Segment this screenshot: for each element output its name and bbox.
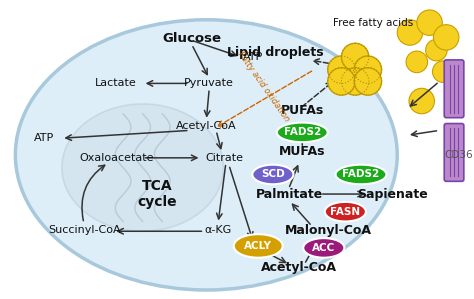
Text: Oxaloacetate: Oxaloacetate	[79, 153, 154, 163]
Ellipse shape	[15, 20, 397, 290]
Text: α-KG: α-KG	[204, 225, 232, 235]
Text: TCA
cycle: TCA cycle	[137, 179, 177, 209]
Circle shape	[406, 51, 428, 73]
Circle shape	[328, 68, 355, 95]
Text: Glucose: Glucose	[162, 32, 221, 45]
Text: Acetyl-CoA: Acetyl-CoA	[261, 261, 337, 274]
Circle shape	[354, 56, 382, 83]
Text: FADS2: FADS2	[342, 170, 380, 179]
Text: Malonyl-CoA: Malonyl-CoA	[285, 224, 372, 237]
Ellipse shape	[252, 165, 293, 184]
Ellipse shape	[325, 202, 366, 222]
Text: Sapienate: Sapienate	[357, 187, 428, 201]
Circle shape	[417, 10, 442, 36]
FancyBboxPatch shape	[444, 60, 464, 118]
Circle shape	[432, 61, 454, 83]
Text: Succinyl-CoA: Succinyl-CoA	[49, 225, 121, 235]
Circle shape	[409, 88, 435, 114]
Ellipse shape	[336, 165, 386, 184]
Text: ACLY: ACLY	[244, 241, 272, 251]
Circle shape	[341, 43, 369, 71]
Text: PUFAs: PUFAs	[281, 104, 324, 117]
Text: FASN: FASN	[330, 207, 360, 217]
Text: Lipid droplets: Lipid droplets	[227, 45, 323, 59]
Circle shape	[397, 20, 423, 45]
Text: Acetyl-CoA: Acetyl-CoA	[176, 120, 237, 130]
Text: Citrate: Citrate	[205, 153, 243, 163]
Ellipse shape	[277, 123, 328, 142]
Ellipse shape	[234, 234, 283, 258]
Circle shape	[354, 68, 382, 95]
Text: MUFAs: MUFAs	[279, 145, 326, 158]
Circle shape	[433, 25, 459, 50]
Text: SCD: SCD	[261, 170, 285, 179]
Text: ATP: ATP	[34, 133, 54, 143]
Text: ATP: ATP	[243, 52, 264, 62]
FancyBboxPatch shape	[444, 123, 464, 181]
Text: Pyruvate: Pyruvate	[184, 78, 234, 89]
Text: FADS2: FADS2	[283, 127, 321, 137]
Text: CD36: CD36	[445, 150, 473, 160]
Text: Lactate: Lactate	[94, 78, 136, 89]
Circle shape	[426, 39, 447, 61]
Circle shape	[341, 68, 369, 95]
Text: ACC: ACC	[312, 243, 336, 253]
Circle shape	[328, 56, 355, 83]
Text: Palmitate: Palmitate	[256, 187, 323, 201]
Text: Fatty acid oxidation: Fatty acid oxidation	[236, 50, 291, 123]
Ellipse shape	[62, 104, 223, 231]
Text: Free fatty acids: Free fatty acids	[333, 18, 413, 28]
Ellipse shape	[303, 238, 345, 258]
